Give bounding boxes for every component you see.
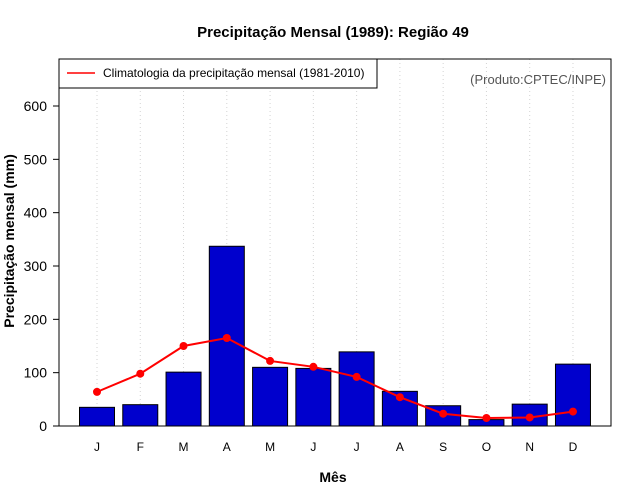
x-axis-label: Mês	[319, 469, 346, 485]
y-tick-label-4: 400	[24, 205, 48, 221]
y-tick-label-5: 500	[24, 151, 48, 167]
climatology-point-4	[266, 356, 275, 365]
x-tick-label-9: O	[482, 440, 491, 454]
credit-label: (Produto:CPTEC/INPE)	[470, 72, 606, 87]
bar-11	[554, 363, 591, 427]
x-tick-label-8: S	[439, 440, 447, 454]
climatology-point-6	[352, 372, 361, 381]
legend-box	[58, 58, 378, 89]
x-tick-label-7: A	[396, 440, 404, 454]
bar-series	[79, 245, 591, 427]
y-tick-label-3: 300	[24, 258, 48, 274]
climatology-point-11	[568, 407, 577, 416]
bar-6	[338, 351, 375, 427]
x-tick-label-11: D	[569, 440, 578, 454]
x-tick-label-1: F	[137, 440, 144, 454]
x-tick-label-6: J	[354, 440, 360, 454]
x-tick-label-0: J	[94, 440, 100, 454]
y-tick-label-6: 600	[24, 98, 48, 114]
climatology-point-9	[482, 414, 491, 422]
climatology-point-5	[309, 362, 318, 371]
bar-2	[165, 371, 202, 427]
y-axis-label: Precipitação mensal (mm)	[1, 154, 17, 328]
x-tick-label-3: A	[223, 440, 231, 454]
climatology-point-1	[136, 369, 145, 378]
x-tick-label-5: J	[310, 440, 316, 454]
x-tick-label-2: M	[179, 440, 189, 454]
chart-title: Precipitação Mensal (1989): Região 49	[197, 24, 469, 41]
bar-0	[79, 406, 115, 427]
y-tick-label-0: 0	[39, 418, 47, 434]
climatology-point-8	[439, 409, 448, 418]
legend-label: Climatologia da precipitação mensal (198…	[103, 66, 364, 80]
y-tick-label-2: 200	[24, 311, 48, 327]
x-tick-label-10: N	[525, 440, 534, 454]
legend: Climatologia da precipitação mensal (198…	[58, 58, 378, 89]
bar-5	[295, 367, 332, 427]
bar-1	[122, 404, 159, 427]
climatology-point-0	[93, 387, 101, 396]
y-tick-label-1: 100	[24, 365, 48, 381]
climatology-point-2	[179, 342, 188, 350]
x-tick-label-4: M	[265, 440, 275, 454]
climatology-series	[93, 334, 577, 422]
climatology-line	[96, 336, 574, 420]
climatology-point-7	[395, 393, 404, 402]
y-axis: 0 100 200 300 400 500 600	[24, 98, 59, 434]
climatology-point-3	[222, 334, 231, 342]
bar-4	[252, 366, 289, 427]
climatology-point-10	[525, 413, 534, 422]
